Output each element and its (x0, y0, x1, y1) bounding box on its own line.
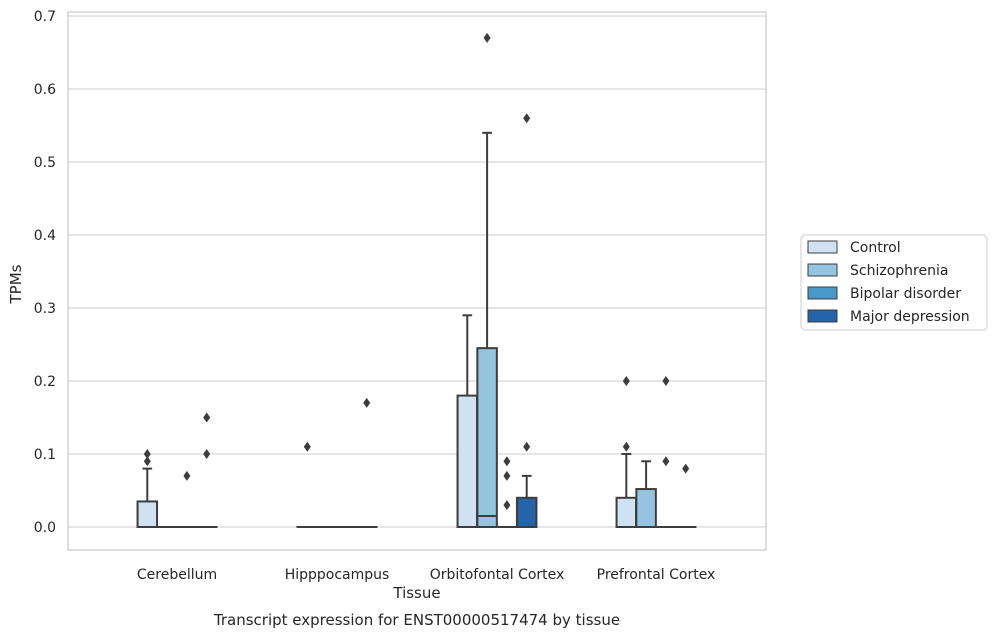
legend-swatch (807, 309, 838, 323)
outlier-point (483, 32, 491, 43)
legend-frame (800, 234, 988, 331)
outlier-point (523, 441, 531, 452)
y-tick-label: 0.2 (34, 374, 56, 390)
y-tick-label: 0.6 (34, 82, 56, 98)
box (635, 488, 657, 529)
box (136, 500, 159, 529)
box-bipolar-disorder (176, 470, 198, 529)
box (615, 496, 638, 528)
legend-label: Bipolar disorder (850, 286, 961, 302)
chart-title: Transcript expression for ENST0000051747… (213, 611, 620, 629)
outlier-point (682, 463, 690, 474)
outlier-point (503, 500, 511, 511)
x-tick-label: Prefrontal Cortex (597, 567, 716, 583)
y-tick-label: 0.1 (34, 447, 56, 463)
outlier-point (183, 470, 191, 481)
box-major-depression (515, 113, 538, 528)
box-bipolar-disorder (655, 376, 677, 529)
box-major-depression (195, 412, 218, 529)
box-control (615, 376, 638, 528)
outlier-point (503, 456, 511, 467)
y-tick-labels: 0.0 0.1 0.2 0.3 0.4 0.5 0.6 0.7 (34, 9, 56, 536)
box (515, 496, 538, 528)
legend-label: Major depression (850, 309, 970, 325)
outlier-point (622, 441, 630, 452)
legend-label: Control (850, 240, 901, 256)
box-control (456, 314, 479, 528)
box-schizophrenia (476, 32, 498, 528)
box-control (136, 449, 159, 529)
grid-lines (68, 15, 766, 528)
legend-swatch (807, 263, 838, 277)
box-series (136, 32, 697, 529)
x-tick-label: Hipppocampus (285, 567, 390, 583)
outlier-point (143, 456, 151, 467)
y-tick-label: 0.3 (34, 301, 56, 317)
box-bipolar-disorder (496, 456, 518, 529)
legend-swatch (807, 240, 838, 254)
y-axis-label: TPMs (7, 264, 25, 304)
box (476, 347, 498, 528)
y-tick-label: 0.5 (34, 155, 56, 171)
outlier-point (203, 449, 211, 459)
outlier-point (303, 441, 311, 452)
y-tick-label: 0.4 (34, 228, 56, 244)
box-major-depression (355, 397, 378, 529)
box (456, 394, 479, 528)
x-axis-label: Tissue (392, 584, 440, 602)
outlier-point (503, 470, 511, 481)
outlier-point (662, 376, 670, 386)
x-tick-label: Cerebellum (137, 567, 217, 583)
legend: Control Schizophrenia Bipolar disorder Majo… (800, 234, 988, 331)
y-tick-label: 0.0 (34, 520, 56, 536)
outlier-point (622, 376, 630, 386)
plot-frame (67, 11, 767, 551)
legend-swatch (807, 286, 838, 300)
outlier-point (523, 113, 531, 124)
legend-label: Schizophrenia (850, 263, 948, 279)
box-major-depression (674, 463, 697, 529)
x-tick-label: Orbitofontal Cortex (430, 567, 565, 583)
x-tick-labels: Cerebellum Hipppocampus Orbitofontal Corte… (137, 567, 715, 583)
box-schizophrenia (635, 460, 657, 529)
outlier-point (662, 456, 670, 467)
outlier-point (363, 397, 371, 408)
outlier-point (143, 449, 151, 459)
y-tick-label: 0.7 (34, 9, 56, 25)
outlier-point (203, 412, 211, 423)
